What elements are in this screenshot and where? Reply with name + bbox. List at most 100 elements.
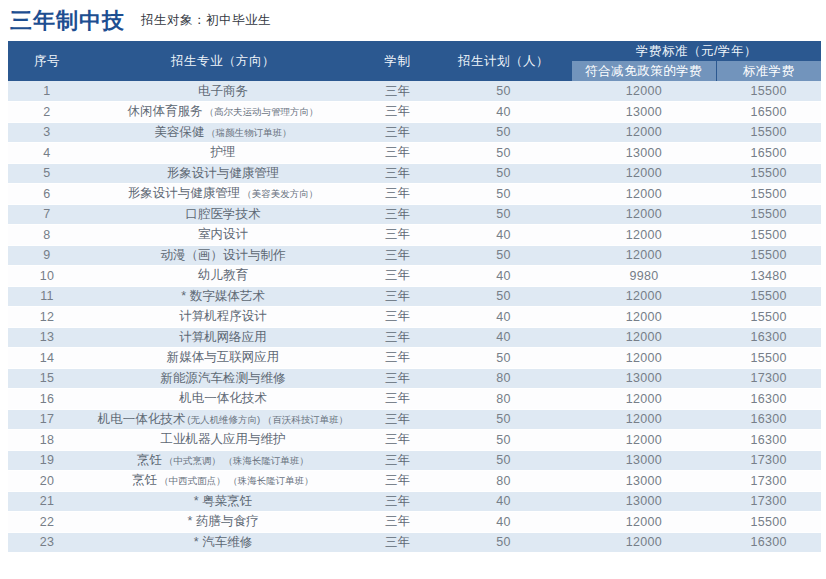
table-row: 18工业机器人应用与维护三年501200016300: [8, 430, 821, 451]
cell-major: 美容保健（瑞颜生物订单班）: [86, 122, 360, 143]
cell-duration: 三年: [360, 368, 435, 389]
major-name: 护理: [211, 145, 236, 159]
major-name: 新媒体与互联网应用: [167, 350, 280, 364]
cell-duration: 三年: [360, 102, 435, 123]
major-name: 口腔医学技术: [186, 207, 261, 221]
table-row: 17机电一体化技术(无人机维修方向) （百沃科技订单班）三年5012000163…: [8, 409, 821, 430]
table-body: 1电子商务三年5012000155002休闲体育服务（高尔夫运动与管理方向）三年…: [8, 81, 821, 553]
table-row: 15新能源汽车检测与维修三年801300017300: [8, 368, 821, 389]
cell-duration: 三年: [360, 389, 435, 410]
cell-plan: 50: [435, 163, 572, 184]
page-header: 三年制中技 招生对象：初中毕业生: [0, 0, 826, 41]
cell-plan: 50: [435, 450, 572, 471]
cell-duration: 三年: [360, 245, 435, 266]
cell-fee-reduced: 13000: [572, 471, 716, 492]
cell-no: 23: [8, 532, 86, 553]
major-name: 机电一体化技术: [98, 412, 186, 426]
cell-duration: 三年: [360, 450, 435, 471]
cell-fee-reduced: 12000: [572, 286, 716, 307]
cell-fee-reduced: 13000: [572, 450, 716, 471]
cell-fee-standard: 13480: [716, 266, 821, 287]
major-name: 烹饪: [137, 453, 162, 467]
table-row: 3美容保健（瑞颜生物订单班）三年501200015500: [8, 122, 821, 143]
table-row: 19烹饪（中式烹调） （珠海长隆订单班）三年501300017300: [8, 450, 821, 471]
cell-duration: 三年: [360, 143, 435, 164]
major-note: （中西式面点） （珠海长隆订单班）: [159, 475, 314, 486]
cell-fee-standard: 17300: [716, 368, 821, 389]
cell-fee-standard: 15500: [716, 184, 821, 205]
table-row: 13计算机网络应用三年401200016300: [8, 327, 821, 348]
cell-plan: 40: [435, 512, 572, 533]
cell-major: 机电一体化技术: [86, 389, 360, 410]
cell-plan: 40: [435, 491, 572, 512]
table-row: 11* 数字媒体艺术三年501200015500: [8, 286, 821, 307]
cell-no: 4: [8, 143, 86, 164]
cell-plan: 50: [435, 286, 572, 307]
page-subtitle: 招生对象：初中毕业生: [141, 12, 271, 29]
major-name: 动漫（画）设计与制作: [161, 248, 286, 262]
major-note: （中式烹调） （珠海长隆订单班）: [164, 455, 309, 466]
cell-no: 18: [8, 430, 86, 451]
major-note: (无人机维修方向) （百沃科技订单班）: [187, 414, 348, 425]
cell-no: 12: [8, 307, 86, 328]
cell-duration: 三年: [360, 409, 435, 430]
header-no: 序号: [8, 41, 86, 81]
cell-plan: 40: [435, 266, 572, 287]
cell-fee-reduced: 12000: [572, 348, 716, 369]
cell-major: 动漫（画）设计与制作: [86, 245, 360, 266]
cell-plan: 50: [435, 245, 572, 266]
cell-fee-reduced: 13000: [572, 368, 716, 389]
cell-major: * 汽车维修: [86, 532, 360, 553]
table-row: 14新媒体与互联网应用三年501200015500: [8, 348, 821, 369]
cell-fee-reduced: 12000: [572, 512, 716, 533]
header-fee-group: 学费标准（元/学年）: [572, 41, 821, 61]
cell-no: 11: [8, 286, 86, 307]
cell-major: 电子商务: [86, 81, 360, 102]
cell-fee-standard: 15500: [716, 225, 821, 246]
table-row: 23* 汽车维修三年501200016300: [8, 532, 821, 553]
table-row: 2休闲体育服务（高尔夫运动与管理方向）三年401300016500: [8, 102, 821, 123]
cell-plan: 40: [435, 307, 572, 328]
cell-no: 20: [8, 471, 86, 492]
cell-duration: 三年: [360, 307, 435, 328]
cell-fee-standard: 15500: [716, 163, 821, 184]
major-name: 幼儿教育: [198, 268, 248, 282]
cell-no: 16: [8, 389, 86, 410]
cell-fee-reduced: 13000: [572, 143, 716, 164]
cell-no: 9: [8, 245, 86, 266]
cell-fee-reduced: 12000: [572, 409, 716, 430]
cell-major: 计算机程序设计: [86, 307, 360, 328]
cell-duration: 三年: [360, 184, 435, 205]
cell-fee-reduced: 9980: [572, 266, 716, 287]
major-name: 新能源汽车检测与维修: [161, 371, 286, 385]
table-row: 22* 药膳与食疗三年401200015500: [8, 512, 821, 533]
cell-fee-standard: 15500: [716, 348, 821, 369]
major-name: 计算机程序设计: [179, 309, 267, 323]
table-row: 12计算机程序设计三年401200015500: [8, 307, 821, 328]
cell-major: 工业机器人应用与维护: [86, 430, 360, 451]
cell-plan: 50: [435, 81, 572, 102]
cell-major: * 数字媒体艺术: [86, 286, 360, 307]
cell-fee-standard: 17300: [716, 491, 821, 512]
cell-fee-reduced: 12000: [572, 245, 716, 266]
major-name: 形象设计与健康管理: [128, 186, 241, 200]
cell-no: 15: [8, 368, 86, 389]
cell-fee-standard: 16300: [716, 409, 821, 430]
table-row: 5形象设计与健康管理三年501200015500: [8, 163, 821, 184]
table-row: 16机电一体化技术三年801200016300: [8, 389, 821, 410]
cell-no: 7: [8, 204, 86, 225]
cell-plan: 50: [435, 409, 572, 430]
major-name: 美容保健: [154, 125, 204, 139]
cell-plan: 50: [435, 122, 572, 143]
major-note: （瑞颜生物订单班）: [206, 127, 292, 138]
cell-major: 室内设计: [86, 225, 360, 246]
major-name: 工业机器人应用与维护: [161, 432, 286, 446]
major-name: * 粤菜烹饪: [194, 494, 252, 508]
major-name: 形象设计与健康管理: [167, 166, 280, 180]
cell-fee-standard: 15500: [716, 81, 821, 102]
cell-no: 13: [8, 327, 86, 348]
major-note: （美容美发方向）: [242, 188, 318, 199]
cell-fee-standard: 15500: [716, 122, 821, 143]
cell-fee-reduced: 13000: [572, 102, 716, 123]
cell-no: 21: [8, 491, 86, 512]
